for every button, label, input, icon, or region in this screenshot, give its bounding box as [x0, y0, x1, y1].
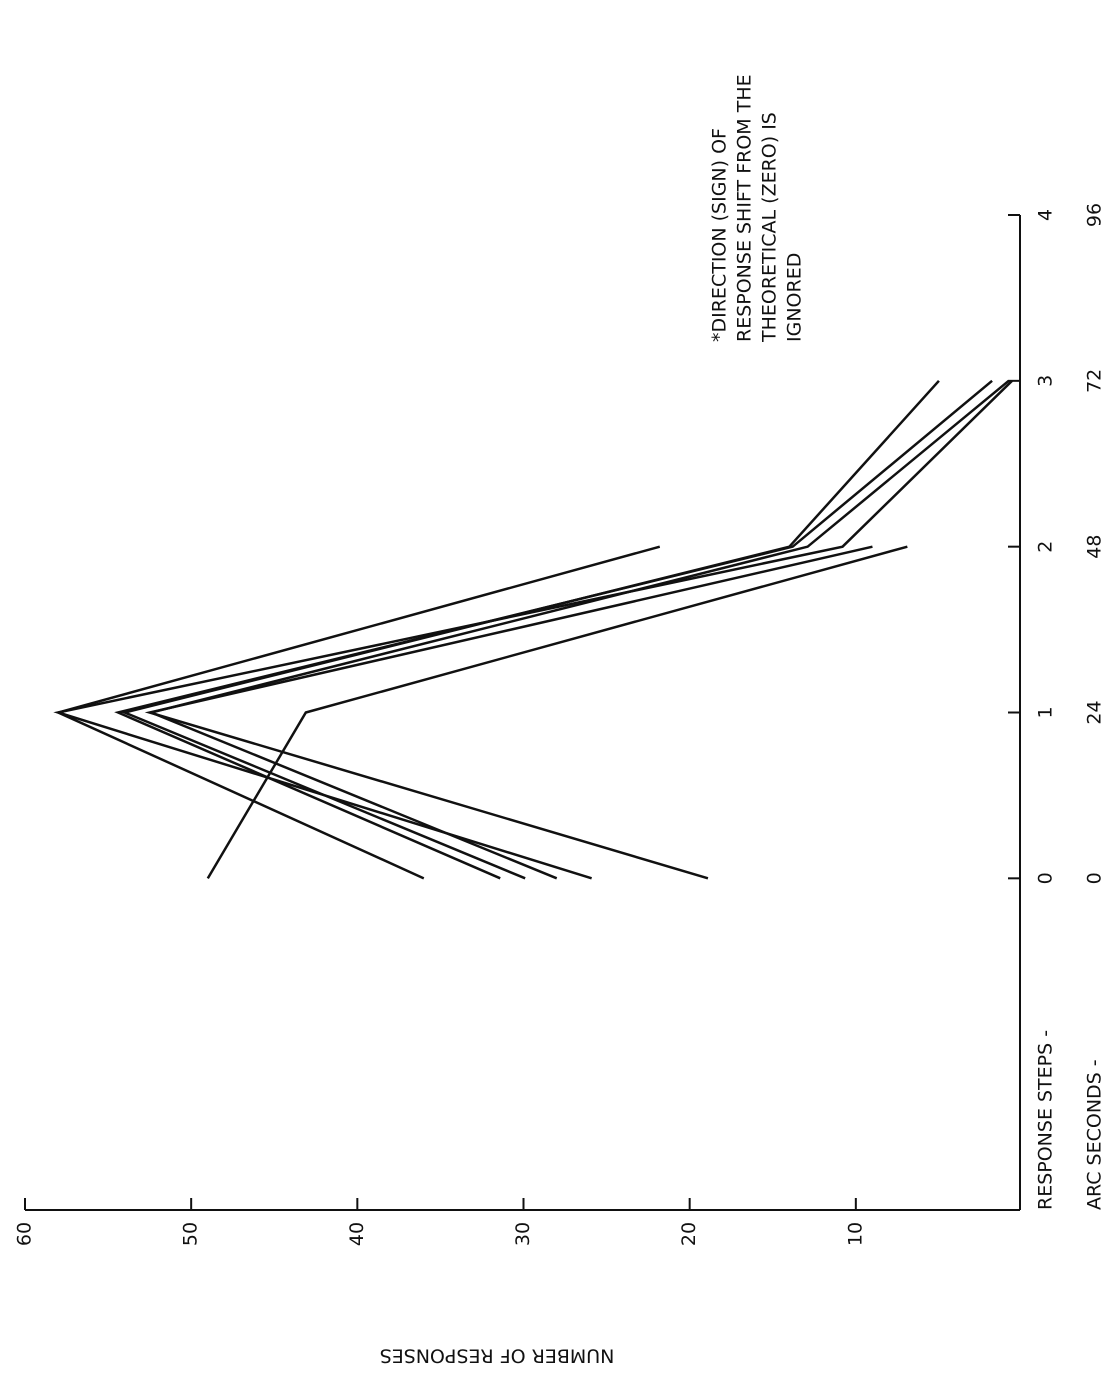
annotation: RESPONSE SHIFT FROM THE	[734, 74, 756, 342]
y-tick-label: 20	[678, 1222, 700, 1246]
y-tick-label: 40	[346, 1222, 368, 1246]
x2-tick-label: 0	[1084, 872, 1106, 884]
x-tick-label: 0	[1035, 872, 1057, 884]
annotation: IGNORED	[784, 253, 806, 342]
x2-tick-label: 96	[1084, 203, 1106, 227]
data-line	[144, 545, 873, 880]
data-line	[147, 379, 1010, 880]
data-line	[53, 379, 1013, 880]
y-tick-label: 10	[844, 1222, 866, 1246]
x2-tick-label: 72	[1084, 369, 1106, 393]
x2-axis-label: ARC SECONDS -	[1084, 1059, 1106, 1210]
data-line	[206, 545, 908, 879]
y-axis-label: NUMBER OF RESPONSES	[380, 1345, 615, 1367]
y-tick-label: 60	[14, 1222, 36, 1246]
annotation: *DIRECTION (SIGN) OF	[709, 128, 731, 342]
x-tick-label: 3	[1035, 375, 1057, 387]
x-tick-label: 4	[1035, 209, 1057, 221]
data-line	[120, 379, 940, 880]
y-tick-label: 30	[512, 1222, 534, 1246]
annotation: THEORETICAL (ZERO) IS	[759, 112, 781, 343]
data-line	[114, 379, 993, 880]
x2-tick-label: 48	[1084, 535, 1106, 559]
x-tick-label: 2	[1035, 541, 1057, 553]
x-axis-label: RESPONSE STEPS -	[1035, 1030, 1057, 1210]
y-tick-label: 50	[180, 1222, 202, 1246]
x-tick-label: 1	[1035, 706, 1057, 718]
x2-tick-label: 24	[1084, 700, 1106, 724]
